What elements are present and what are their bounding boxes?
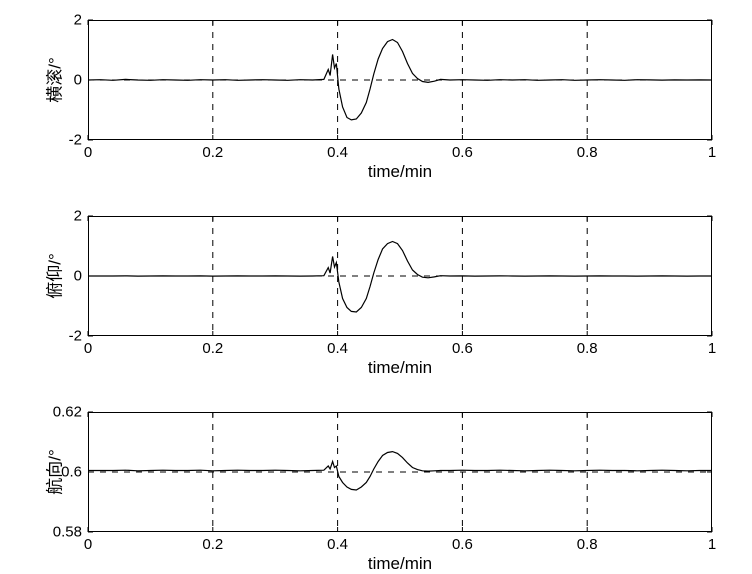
chart-panel-pitch: 俯仰/°time/min00.20.40.60.81-202 [88, 216, 712, 336]
xtick-label: 0.4 [327, 144, 348, 161]
xtick-label: 0 [84, 144, 92, 161]
xtick-label: 0.4 [327, 340, 348, 357]
ytick-label: 2 [74, 12, 82, 29]
xtick-label: 0.2 [202, 536, 223, 553]
xtick-label: 0.2 [202, 340, 223, 357]
ytick-label: 0.62 [53, 404, 82, 421]
ytick-label: 0.6 [61, 464, 82, 481]
ytick-label: 0 [74, 72, 82, 89]
ytick-label: 0.58 [53, 524, 82, 541]
xtick-label: 1 [708, 536, 716, 553]
chart-panel-yaw: 航向/°time/min00.20.40.60.810.580.60.62 [88, 412, 712, 532]
plot-border [88, 412, 712, 532]
xtick-label: 1 [708, 340, 716, 357]
ytick-label: -2 [69, 132, 82, 149]
xlabel-pitch: time/min [368, 358, 432, 378]
xlabel-yaw: time/min [368, 554, 432, 574]
xtick-label: 0.8 [577, 144, 598, 161]
xtick-label: 1 [708, 144, 716, 161]
figure: 横滚/°time/min00.20.40.60.81-202俯仰/°time/m… [0, 0, 752, 562]
plot-border [88, 216, 712, 336]
xtick-label: 0 [84, 340, 92, 357]
xtick-label: 0.6 [452, 536, 473, 553]
plot-border [88, 20, 712, 140]
xtick-label: 0.2 [202, 144, 223, 161]
xtick-label: 0.8 [577, 340, 598, 357]
xtick-label: 0.4 [327, 536, 348, 553]
xlabel-roll: time/min [368, 162, 432, 182]
ylabel-roll: 横滚/° [40, 57, 65, 103]
xtick-label: 0.6 [452, 144, 473, 161]
ytick-label: -2 [69, 328, 82, 345]
ylabel-pitch: 俯仰/° [40, 253, 65, 299]
chart-panel-roll: 横滚/°time/min00.20.40.60.81-202 [88, 20, 712, 140]
ytick-label: 0 [74, 268, 82, 285]
xtick-label: 0.6 [452, 340, 473, 357]
xtick-label: 0 [84, 536, 92, 553]
xtick-label: 0.8 [577, 536, 598, 553]
ytick-label: 2 [74, 208, 82, 225]
